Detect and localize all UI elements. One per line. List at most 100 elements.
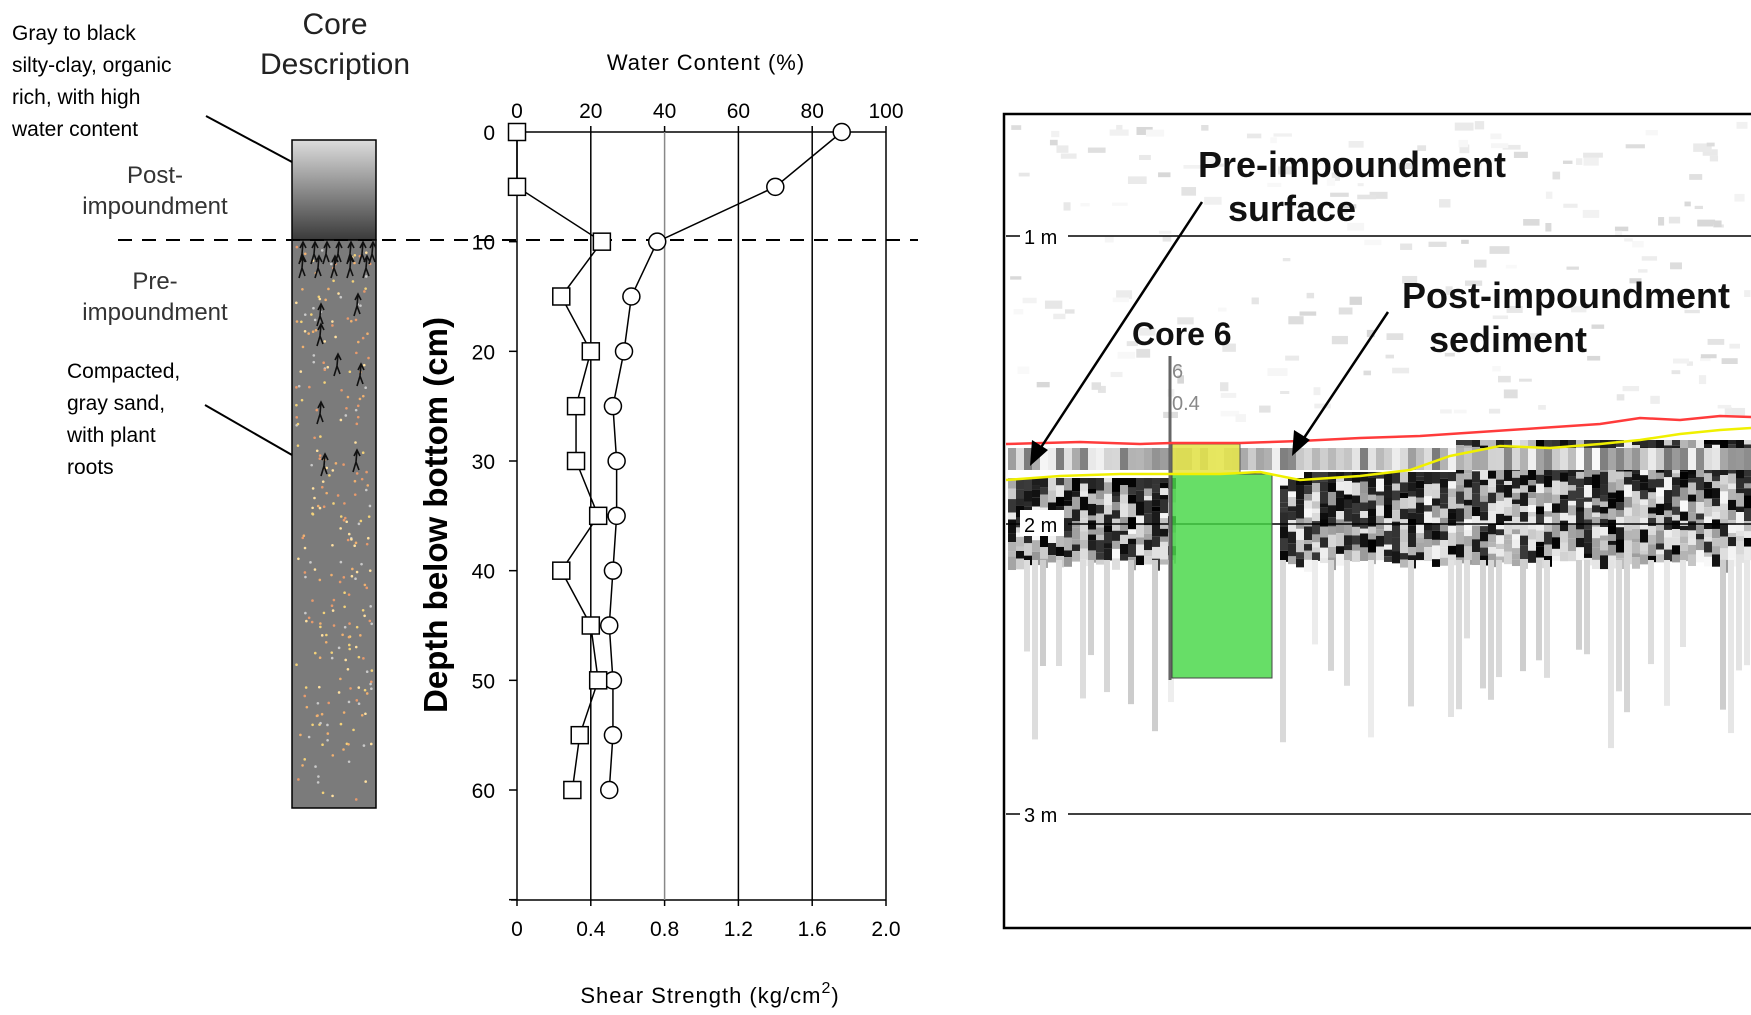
sand-dot [326,732,330,735]
radar-reflector [1152,524,1160,537]
sand-dot [317,775,320,778]
radar-reflector [1688,494,1696,502]
radar-reflector [1360,533,1368,548]
sand-dot [342,463,345,466]
radar-noise [1615,230,1623,236]
radar-reflector [1616,552,1624,559]
sand-dot [301,345,305,349]
radar-reflector [1064,531,1072,538]
radar-noise [1136,348,1151,358]
radar-noise [1339,207,1348,215]
radar-noise [1439,199,1451,208]
radar-noise [1492,315,1509,320]
sand-dot [313,436,316,440]
radar-reflector [1056,535,1064,547]
radar-reflector [1488,511,1496,524]
callout-top-leader [205,115,293,163]
radar-reflector [1016,478,1024,490]
root-mark [298,254,307,279]
radar-reflector [1696,490,1704,503]
radar-noise [1693,143,1712,152]
radar-reflector [1104,505,1112,515]
radar-surface-band [1248,448,1256,470]
radar-noise [1697,219,1716,227]
radar-reflector [1608,469,1616,483]
radar-reflector [1408,496,1416,509]
radar-reflector [1600,518,1608,527]
sand-dot [295,386,298,389]
sand-dot [357,686,361,689]
sand-dot [347,760,351,764]
radar-reflector [1552,494,1560,504]
radar-reflector [1560,494,1568,500]
sand-dot [318,454,322,457]
radar-smear [1736,560,1742,671]
sand-dot [360,477,364,481]
radar-reflector [1648,555,1656,563]
radar-reflector [1672,514,1680,521]
radar-reflector [1400,482,1408,493]
radar-reflector [1432,530,1440,540]
radar-reflector [1560,499,1568,513]
radar-reflector [1704,556,1712,567]
radar-reflector [1120,534,1128,544]
radar-surface-band [1560,448,1568,470]
radar-reflector [1472,525,1480,540]
radar-reflector [1120,554,1128,561]
radar-reflector [1736,541,1744,555]
root-mark [333,352,342,377]
sand-dot [311,330,315,334]
radar-reflector [1360,481,1368,494]
sand-dot [369,605,372,608]
water-content-point [832,122,851,142]
sand-dot [347,635,351,639]
radar-reflector [1648,479,1656,489]
radar-reflector [1720,510,1728,520]
radar-reflector [1480,526,1488,532]
radar-reflector [1136,555,1144,566]
sand-dot [318,578,322,582]
radar-noise [1158,230,1172,234]
sand-dot [338,580,342,584]
sand-dot [343,605,346,609]
radar-noise [1177,375,1184,384]
radar-surface-band [1240,448,1248,470]
radar-reflector [1520,512,1528,522]
radar-reflector [1488,440,1496,450]
radar-reflector [1448,488,1456,498]
radar-reflector [1496,549,1504,557]
radar-noise [1676,296,1689,301]
radar-reflector [1008,478,1016,489]
radar-reflector [1016,536,1024,547]
radar-noise [1282,258,1291,262]
radar-reflector [1104,514,1112,526]
radar-surface-band [1568,448,1576,470]
radar-noise [1201,125,1209,131]
radar-surface-band [1328,448,1336,470]
radar-reflector [1432,483,1440,490]
radar-reflector [1656,530,1664,544]
radar-surface-band [1640,448,1648,470]
radar-noise [1259,405,1271,413]
radar-smear [1496,560,1502,678]
radar-reflector [1152,536,1160,547]
radar-reflector [1136,537,1144,545]
radar-reflector [1408,508,1416,513]
radar-reflector [1416,513,1424,524]
radar-noise [1658,217,1665,226]
sand-dot [300,320,303,324]
callout-top-line: silty-clay, organic [12,54,172,77]
sand-dot [313,651,317,655]
radar-reflector [1744,537,1751,547]
sand-dot [318,656,322,660]
radar-reflector [1720,491,1728,504]
radar-reflector [1640,504,1648,518]
radar-reflector [1384,485,1392,498]
sand-dot [311,487,315,490]
radar-reflector [1512,470,1520,478]
core-description: Core Description Gray to black silty-cla… [11,8,918,809]
radar-noise [1357,183,1364,187]
radar-reflector [1704,440,1712,445]
radar-noise [1010,276,1022,280]
radar-noise [1498,375,1511,383]
